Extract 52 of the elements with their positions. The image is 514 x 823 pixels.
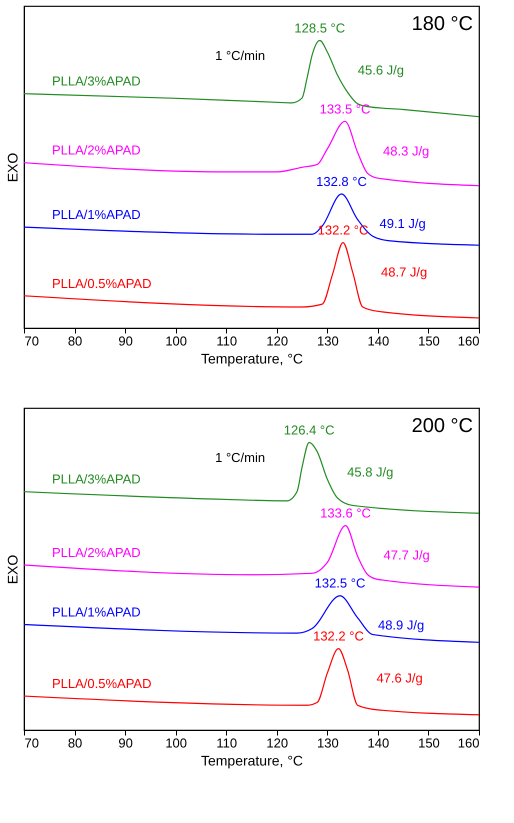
- x-tick-label: 90: [118, 736, 133, 750]
- annotation: 133.5 °C: [320, 101, 370, 116]
- annotation: 128.5 °C: [294, 20, 346, 36]
- x-tick-label: 110: [216, 736, 238, 750]
- x-tick-label: 140: [368, 334, 390, 348]
- series-label: PLLA/1%APAD: [52, 207, 141, 222]
- series-label: PLLA/3%APAD: [52, 74, 141, 89]
- x-tick-label: 140: [368, 736, 390, 750]
- x-tick-label: 100: [165, 736, 188, 750]
- x-tick-label: 80: [68, 334, 82, 348]
- annotation: 132.8 °C: [316, 174, 367, 190]
- annotation: 132.2 °C: [318, 222, 368, 238]
- annotation: 1 °C/min: [215, 48, 266, 63]
- annotation: 133.6 °C: [320, 506, 371, 521]
- x-tick-label: 130: [316, 736, 339, 750]
- x-tick-label: 160: [458, 736, 480, 750]
- x-axis-title: Temperature, °C: [200, 350, 304, 366]
- x-tick-label: 120: [266, 334, 288, 348]
- annotation: 48.3 J/g: [383, 143, 430, 158]
- series-label: PLLA/3%APAD: [52, 472, 141, 487]
- annotation: 48.9 J/g: [378, 618, 424, 633]
- annotation: 1 °C/min: [215, 450, 266, 465]
- x-tick-label: 70: [24, 334, 39, 348]
- x-tick-label: 70: [24, 736, 39, 750]
- x-tick-label: 120: [266, 736, 288, 750]
- text: 180 °C: [412, 13, 473, 35]
- annotation: 45.6 J/g: [358, 62, 404, 78]
- x-tick-label: 150: [418, 736, 440, 750]
- series-label: PLLA/0.5%APAD: [52, 276, 152, 291]
- series-label: PLLA/2%APAD: [52, 142, 141, 158]
- x-tick-label: 160: [458, 334, 480, 348]
- annotation: 126.4 °C: [284, 422, 334, 438]
- x-tick-label: 100: [165, 334, 188, 348]
- x-tick-label: 90: [118, 334, 133, 348]
- text: 200 °C: [412, 415, 473, 437]
- x-tick-label: 150: [418, 334, 440, 348]
- x-tick-label: 130: [316, 334, 339, 348]
- series-label: PLLA/2%APAD: [52, 544, 141, 560]
- x-tick-label: 110: [216, 334, 238, 348]
- annotation: 45.8 J/g: [347, 464, 394, 480]
- annotation: 47.7 J/g: [384, 548, 430, 563]
- annotation: 49.1 J/g: [379, 216, 426, 232]
- annotation: 132.2 °C: [313, 628, 364, 644]
- series-label: PLLA/0.5%APAD: [52, 676, 152, 692]
- annotation: 48.7 J/g: [381, 264, 428, 280]
- series-label: PLLA/1%APAD: [52, 604, 141, 620]
- annotation: 47.6 J/g: [376, 670, 423, 686]
- x-axis-title: Temperature, °C: [200, 752, 304, 768]
- x-tick-label: 80: [68, 736, 82, 750]
- y-axis-title: EXO: [4, 152, 20, 182]
- y-axis-title: EXO: [4, 554, 20, 584]
- annotation: 132.5 °C: [314, 576, 366, 591]
